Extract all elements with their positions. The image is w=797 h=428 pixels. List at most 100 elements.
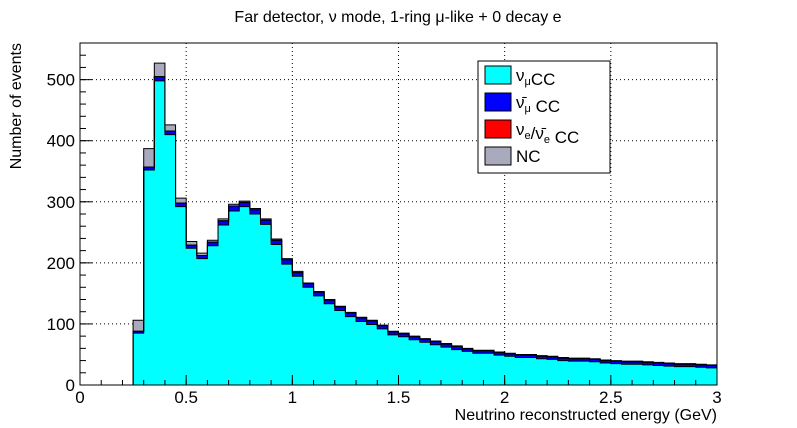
bar-numubar — [653, 363, 665, 366]
bar-numubar — [345, 312, 357, 317]
bar-nc — [271, 239, 283, 241]
bar-numu — [419, 342, 431, 385]
bar-numu — [440, 347, 452, 385]
bar-numu — [600, 363, 612, 385]
bar-numubar — [589, 359, 601, 362]
bar-nc — [164, 124, 176, 131]
bar-numubar — [207, 242, 219, 246]
y-tick-label: 100 — [47, 315, 75, 334]
bar-numu — [271, 244, 283, 385]
bar-numubar — [313, 292, 325, 296]
legend-swatch-numu — [484, 65, 512, 85]
chart-title: Far detector, ν mode, 1-ring μ-like + 0 … — [234, 9, 561, 26]
y-axis-title: Number of events — [8, 43, 25, 169]
bar-numubar — [249, 209, 261, 214]
bar-numu — [462, 351, 474, 385]
bar-numu — [356, 321, 367, 385]
bar-numubar — [228, 206, 240, 211]
bar-numubar — [600, 360, 612, 364]
bar-numubar — [642, 362, 654, 365]
bar-numu — [685, 366, 697, 385]
bar-nc — [175, 198, 187, 204]
bar-numubar — [621, 361, 633, 365]
bar-nc — [239, 201, 251, 203]
y-tick-label: 200 — [47, 254, 75, 273]
bar-nc — [292, 271, 304, 273]
bar-numu — [154, 80, 166, 385]
bar-numubar — [568, 358, 580, 362]
bar-numu — [324, 303, 336, 385]
bar-numu — [589, 361, 601, 385]
bar-numu — [494, 355, 505, 385]
x-tick-label: 2.5 — [599, 388, 623, 407]
y-tick-label: 500 — [47, 71, 75, 90]
bar-numu — [409, 339, 421, 385]
bar-numu — [536, 358, 548, 385]
bar-numubar — [175, 203, 187, 207]
bar-numu — [228, 210, 240, 385]
bar-numubar — [302, 283, 314, 288]
legend-swatch-numubar — [484, 92, 512, 112]
bar-numu — [366, 324, 378, 385]
bar-numubar — [409, 336, 421, 340]
bar-numubar — [685, 364, 697, 367]
y-axis: 0 100 200 300 400 500 — [47, 42, 92, 395]
bar-numu — [281, 264, 293, 385]
bar-numubar — [462, 348, 474, 352]
bar-numubar — [377, 325, 389, 329]
bar-numu — [695, 367, 707, 385]
bar-nc — [249, 208, 261, 210]
bar-numu — [430, 344, 442, 385]
histogram-bars — [133, 63, 718, 385]
y-tick-label: 400 — [47, 132, 75, 151]
bar-numu — [653, 365, 665, 385]
bar-nc — [154, 63, 166, 77]
bar-numu — [472, 353, 484, 385]
bar-numubar — [632, 361, 643, 365]
legend-swatch-nc — [484, 146, 512, 166]
bar-numu — [557, 360, 569, 385]
bar-numubar — [430, 341, 442, 345]
bar-numubar — [536, 356, 548, 359]
bar-numubar — [260, 220, 272, 225]
bar-numu — [345, 316, 357, 385]
legend-swatch-nue — [484, 119, 512, 139]
bar-numu — [218, 224, 229, 385]
legend-label-nue: νe/ν̄e CC — [516, 120, 579, 147]
bar-numu — [578, 361, 590, 385]
outline-numu — [132, 80, 718, 385]
x-axis: 0 0.5 1 1.5 2 2.5 3 — [75, 375, 722, 407]
bar-numu — [451, 349, 463, 385]
bar-nc — [196, 253, 208, 256]
bar-numubar — [366, 320, 378, 325]
bar-numubar — [154, 76, 166, 81]
bar-numubar — [164, 130, 176, 135]
bar-numu — [196, 258, 208, 385]
bar-numu — [175, 206, 187, 385]
bar-numu — [398, 336, 410, 385]
bar-nc — [143, 148, 155, 167]
bar-numu — [249, 214, 261, 385]
bar-numubar — [663, 363, 675, 367]
bar-numu — [674, 366, 686, 385]
bar-numu — [483, 353, 495, 385]
bar-numubar — [557, 358, 569, 361]
bar-numu — [260, 224, 272, 385]
bar-numu — [706, 367, 718, 385]
bar-nc — [281, 258, 293, 260]
x-tick-label: 1.5 — [387, 388, 411, 407]
bar-numubar — [133, 331, 144, 334]
bar-numubar — [324, 300, 336, 304]
bar-numu — [568, 361, 580, 385]
bar-numubar — [451, 346, 463, 350]
bar-numubar — [525, 355, 537, 358]
bar-numu — [610, 363, 622, 385]
bar-numubar — [271, 240, 283, 245]
bar-numubar — [515, 355, 527, 358]
x-axis-title: Neutrino reconstructed energy (GeV) — [455, 407, 717, 424]
bar-numubar — [578, 358, 590, 362]
bar-numu — [334, 310, 346, 385]
bar-numu — [313, 295, 325, 385]
bar-numu — [133, 333, 144, 385]
